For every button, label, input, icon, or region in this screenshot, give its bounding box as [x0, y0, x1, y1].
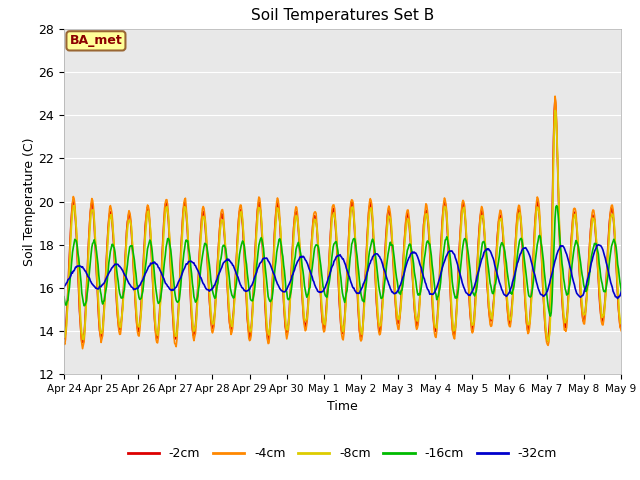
-16cm [547, 313, 554, 319]
-8cm [455, 259, 463, 265]
-16cm [455, 279, 463, 285]
-2cm [269, 267, 276, 273]
-4cm [456, 236, 464, 241]
X-axis label: Time: Time [327, 400, 358, 413]
-32cm [268, 266, 276, 272]
Line: -2cm: -2cm [64, 98, 640, 343]
-32cm [631, 240, 639, 246]
-8cm [422, 211, 430, 217]
Legend: -2cm, -4cm, -8cm, -16cm, -32cm: -2cm, -4cm, -8cm, -16cm, -32cm [123, 442, 562, 465]
-4cm [79, 346, 86, 351]
-8cm [239, 219, 246, 225]
-16cm [291, 258, 298, 264]
Line: -8cm: -8cm [64, 110, 640, 341]
-2cm [239, 237, 247, 242]
-32cm [455, 268, 463, 274]
-2cm [60, 336, 68, 342]
-2cm [291, 210, 299, 216]
-4cm [239, 229, 247, 235]
-16cm [268, 296, 276, 301]
Text: BA_met: BA_met [70, 35, 122, 48]
-32cm [614, 296, 621, 301]
-4cm [269, 273, 276, 279]
-16cm [239, 238, 246, 244]
-8cm [60, 334, 68, 340]
-2cm [131, 283, 138, 289]
-8cm [268, 296, 276, 301]
Y-axis label: Soil Temperature (C): Soil Temperature (C) [22, 137, 36, 266]
Line: -4cm: -4cm [64, 96, 640, 348]
-16cm [60, 294, 68, 300]
-16cm [553, 203, 561, 208]
-2cm [456, 234, 464, 240]
-8cm [130, 260, 138, 265]
Title: Soil Temperatures Set B: Soil Temperatures Set B [251, 9, 434, 24]
-2cm [79, 340, 87, 346]
-4cm [423, 202, 431, 208]
-2cm [423, 207, 431, 213]
-4cm [291, 207, 299, 213]
-32cm [239, 285, 246, 291]
-2cm [551, 95, 559, 101]
-8cm [291, 226, 298, 231]
-4cm [551, 93, 559, 99]
-8cm [551, 108, 559, 113]
Line: -32cm: -32cm [64, 243, 640, 299]
-32cm [291, 267, 298, 273]
-4cm [131, 280, 138, 286]
-32cm [130, 287, 138, 292]
-16cm [422, 244, 430, 250]
-8cm [544, 338, 552, 344]
-4cm [60, 340, 68, 346]
-32cm [60, 284, 68, 290]
-16cm [130, 252, 138, 258]
Line: -16cm: -16cm [64, 205, 640, 316]
-32cm [422, 281, 430, 287]
